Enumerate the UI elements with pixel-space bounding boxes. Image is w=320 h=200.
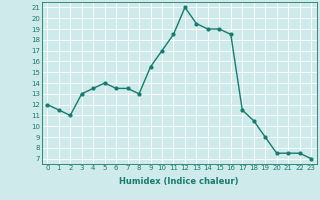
X-axis label: Humidex (Indice chaleur): Humidex (Indice chaleur) — [119, 177, 239, 186]
